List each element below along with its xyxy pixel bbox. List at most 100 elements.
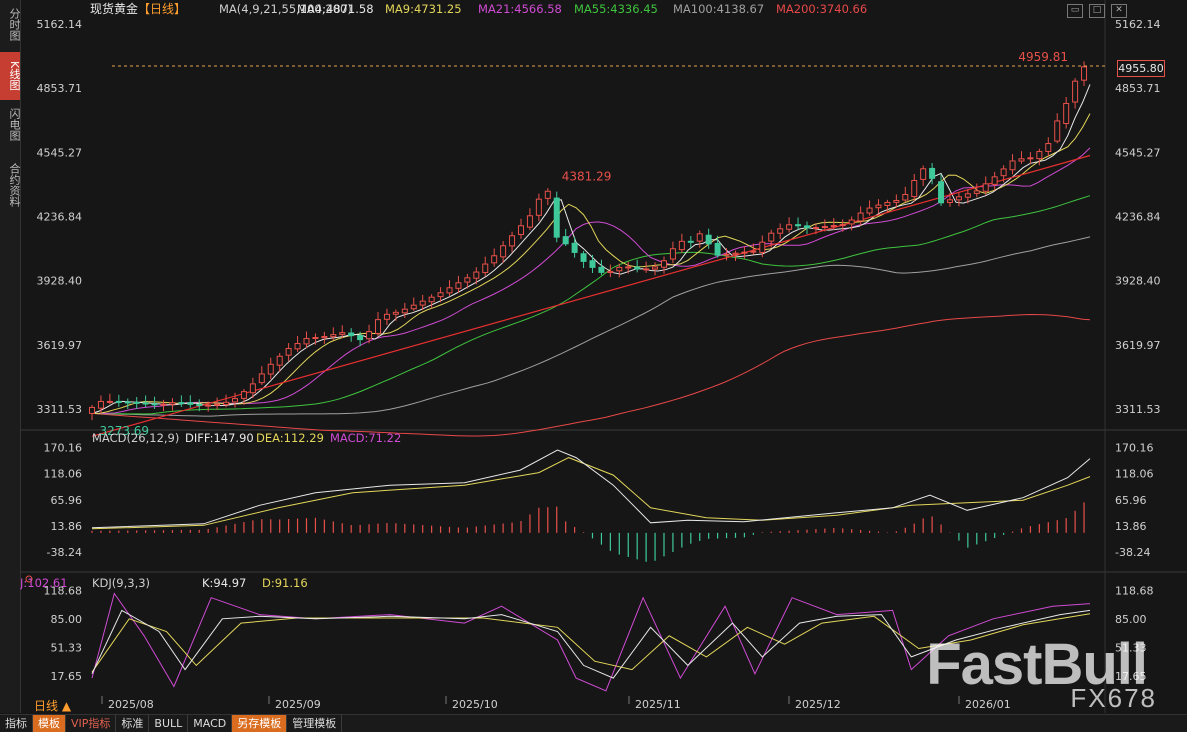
chart-area[interactable]: 现货黄金 【日线】 MA(4,9,21,55,100,200)MA4:4871.58… — [20, 0, 1187, 713]
tab-templates[interactable]: 模板 — [33, 715, 66, 732]
candle-down — [938, 181, 945, 204]
ma-line-ma4 — [91, 84, 1091, 414]
candle-up — [482, 263, 489, 274]
ma-line-ma200 — [91, 313, 1091, 437]
x-axis-label: 2025/08 — [108, 698, 154, 711]
x-axis-label: 2026/01 — [965, 698, 1011, 711]
candle-up — [946, 199, 953, 203]
period-label[interactable]: 日线 ▲ — [34, 697, 71, 714]
ma-legend-item: MA9:4731.25 — [385, 2, 462, 16]
x-axis-label: 2025/12 — [795, 698, 841, 711]
candle-up — [732, 252, 739, 255]
candle-up — [866, 207, 873, 214]
candle-up — [446, 287, 453, 294]
low-label: 3273.69 — [99, 424, 149, 438]
candle-down — [589, 260, 596, 268]
candle-down — [634, 266, 641, 270]
y-tick-label-right: 3619.97 — [1115, 339, 1161, 352]
watermark-sub: FX678 — [1070, 683, 1157, 713]
window-controls: ▭ □ ✕ — [1061, 2, 1127, 18]
candle-up — [303, 338, 310, 345]
candle-up — [330, 334, 337, 338]
tab-macd[interactable]: MACD — [188, 715, 233, 732]
candle-down — [562, 236, 569, 245]
candle-down — [348, 332, 355, 337]
y-tick-label-right: 4545.27 — [1115, 146, 1161, 159]
caret-up-icon: ▲ — [61, 699, 72, 713]
period-label-text: 日线 — [34, 699, 59, 713]
candle-up — [383, 313, 390, 320]
macd-tick-right: 170.16 — [1115, 441, 1154, 454]
trendline — [91, 154, 1091, 437]
candle-up — [625, 266, 632, 269]
tab-manage-templates[interactable]: 管理模板 — [287, 715, 343, 732]
kdj-tick-right: 51.33 — [1115, 641, 1147, 654]
tab-time-sharing[interactable]: 分时图 — [8, 7, 21, 41]
candle-up — [106, 400, 113, 403]
macd-tick-left: 13.86 — [51, 520, 83, 533]
tab-kline[interactable]: K线图 — [0, 52, 21, 100]
y-tick-label-right: 4853.71 — [1115, 82, 1161, 95]
x-axis-label: 2025/09 — [275, 698, 321, 711]
candle-up — [848, 219, 855, 225]
candle-up — [750, 250, 757, 253]
candle-up — [89, 406, 95, 414]
candle-up — [1045, 143, 1052, 152]
kdj-tick-left: 51.33 — [51, 641, 83, 654]
candle-up — [410, 304, 417, 310]
candle-up — [696, 233, 703, 242]
kdj-tick-right: 17.65 — [1115, 670, 1147, 683]
maximize-icon[interactable]: □ — [1089, 4, 1105, 18]
ma-line-ma100 — [91, 236, 1091, 417]
candle-down — [196, 403, 203, 406]
candle-up — [312, 337, 319, 340]
tab-save-template[interactable]: 另存模板 — [232, 715, 288, 732]
candle-up — [1027, 157, 1034, 160]
watermark-logo: FastBull — [926, 632, 1148, 697]
candle-up — [741, 251, 748, 254]
candle-up — [1000, 168, 1007, 177]
candle-up — [1036, 151, 1043, 160]
restore-icon[interactable]: ▭ — [1067, 4, 1083, 18]
ma-line-ma21 — [92, 147, 1091, 414]
candle-up — [616, 266, 623, 272]
macd-tick-right: 118.06 — [1115, 468, 1154, 481]
candle-up — [607, 270, 614, 274]
kdj-legend-item: D:91.16 — [262, 576, 308, 590]
tab-vip-indicators[interactable]: VIP指标 — [66, 715, 117, 732]
candle-up — [1054, 120, 1061, 142]
tab-indicators[interactable]: 指标 — [0, 715, 33, 732]
candle-up — [374, 319, 381, 334]
ma-legend-item: MA100:4138.67 — [673, 2, 764, 16]
candle-up — [437, 292, 444, 298]
candle-up — [223, 401, 230, 406]
chart-title: 现货黄金 — [90, 1, 138, 16]
candle-down — [124, 401, 131, 404]
close-icon[interactable]: ✕ — [1111, 4, 1127, 18]
candle-up — [231, 398, 238, 403]
kdj-tick-left: 85.00 — [51, 613, 83, 626]
candle-up — [991, 176, 998, 185]
candle-up — [517, 225, 524, 235]
macd-tick-left: -38.24 — [47, 546, 82, 559]
candle-up — [643, 268, 650, 271]
candle-up — [419, 300, 426, 306]
high-price-label: 4959.81 — [1018, 50, 1068, 64]
candle-down — [687, 240, 694, 243]
macd-legend-item: DEA:112.29 — [256, 431, 324, 445]
candle-up — [660, 260, 667, 268]
y-tick-label-right: 4236.84 — [1115, 210, 1161, 223]
peak-label: 4381.29 — [562, 169, 612, 183]
candle-down — [142, 402, 149, 405]
candle-up — [160, 403, 167, 406]
kdj-legend-item: KDJ(9,3,3) — [92, 576, 150, 590]
tab-bull[interactable]: BULL — [149, 715, 189, 732]
macd-tick-right: -38.24 — [1115, 546, 1150, 559]
candle-up — [955, 196, 962, 201]
candle-down — [553, 197, 560, 238]
tab-contract-info[interactable]: 合约资料 — [8, 163, 21, 207]
tab-lightning[interactable]: 闪电图 — [8, 107, 21, 141]
y-tick-label-left: 4853.71 — [37, 82, 83, 95]
candle-up — [294, 343, 301, 350]
tab-standard[interactable]: 标准 — [116, 715, 150, 732]
